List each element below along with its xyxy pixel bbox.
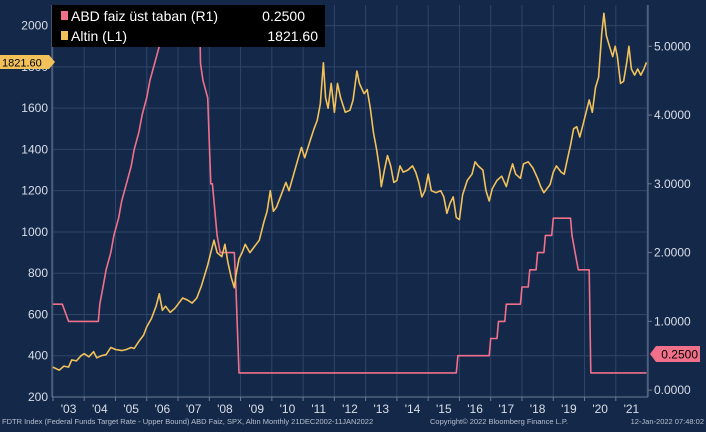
legend-label-rate: ABD faiz üst taban (R1) [71, 8, 218, 24]
x-tick-label: '20 [592, 402, 608, 416]
left-tick-label: 600 [28, 307, 48, 321]
x-tick-label: '13 [373, 402, 389, 416]
legend: ABD faiz üst taban (R1) 0.2500 Altin (L1… [52, 5, 325, 47]
right-tick-label: 3.0000 [654, 177, 691, 191]
legend-value-rate: 0.2500 [262, 8, 305, 24]
right-tag-text: 0.2500 [661, 348, 698, 362]
legend-background [52, 5, 325, 47]
right-tick-label: 0.0000 [654, 383, 691, 397]
x-tick-label: '07 [186, 402, 202, 416]
right-tag-shape [650, 346, 700, 362]
left-tick-label: 2000 [21, 19, 48, 33]
left-tick-label: 800 [28, 266, 48, 280]
x-tick-label: '10 [280, 402, 296, 416]
footer-timestamp: 12-Jan-2022 07:48:02 [631, 417, 704, 426]
legend-label-gold: Altin (L1) [71, 28, 127, 44]
x-tick-label: '17 [499, 402, 515, 416]
right-tick-label: 4.0000 [654, 108, 691, 122]
left-tag-text: 1821.60 [2, 58, 42, 70]
x-tick-label: '09 [248, 402, 264, 416]
series-layer [52, 12, 648, 374]
left-tick-label: 1600 [21, 101, 48, 115]
left-tick-label: 400 [28, 349, 48, 363]
x-tick-label: '06 [155, 402, 171, 416]
x-tick-label: '05 [123, 402, 139, 416]
x-tick-label: '03 [61, 402, 77, 416]
left-tag-shape [0, 55, 55, 69]
right-axis-ticks: 5.0000 4.0000 3.0000 2.0000 1.0000 0.0000 [648, 39, 691, 397]
footer-copyright: Copyright© 2022 Bloomberg Finance L.P. [430, 417, 568, 426]
x-tick-label: '04 [92, 402, 108, 416]
right-tick-label: 1.0000 [654, 314, 691, 328]
legend-value-gold: 1821.60 [267, 28, 318, 44]
left-last-value-tag: 1821.60 [0, 55, 55, 70]
right-last-value-tag: 0.2500 [650, 346, 700, 362]
x-tick-label: '19 [561, 402, 577, 416]
left-tick-label: 1200 [21, 184, 48, 198]
x-tick-label: '16 [467, 402, 483, 416]
x-tick-label: '12 [342, 402, 358, 416]
footer-source: FDTR Index (Federal Funds Target Rate - … [2, 417, 373, 426]
x-tick-label: '21 [624, 402, 640, 416]
legend-swatch-rate [61, 11, 68, 20]
x-axis-ticks: '03 '04 '05 '06 '07 '08 '09 '10 '11 '12 '13 '14 '15 '… [52, 397, 640, 416]
left-tick-label: 1400 [21, 142, 48, 156]
series-line-rate [52, 28, 647, 374]
legend-swatch-gold [61, 31, 68, 40]
series-line-gold [52, 12, 648, 372]
x-tick-label: '14 [405, 402, 421, 416]
x-tick-label: '15 [436, 402, 452, 416]
x-tick-label: '18 [530, 402, 546, 416]
left-tick-label: 1000 [21, 225, 48, 239]
x-tick-label: '08 [217, 402, 233, 416]
left-tick-label: 200 [28, 390, 48, 404]
x-tick-label: '11 [311, 402, 326, 416]
right-tick-label: 5.0000 [654, 39, 691, 53]
right-tick-label: 2.0000 [654, 246, 691, 260]
